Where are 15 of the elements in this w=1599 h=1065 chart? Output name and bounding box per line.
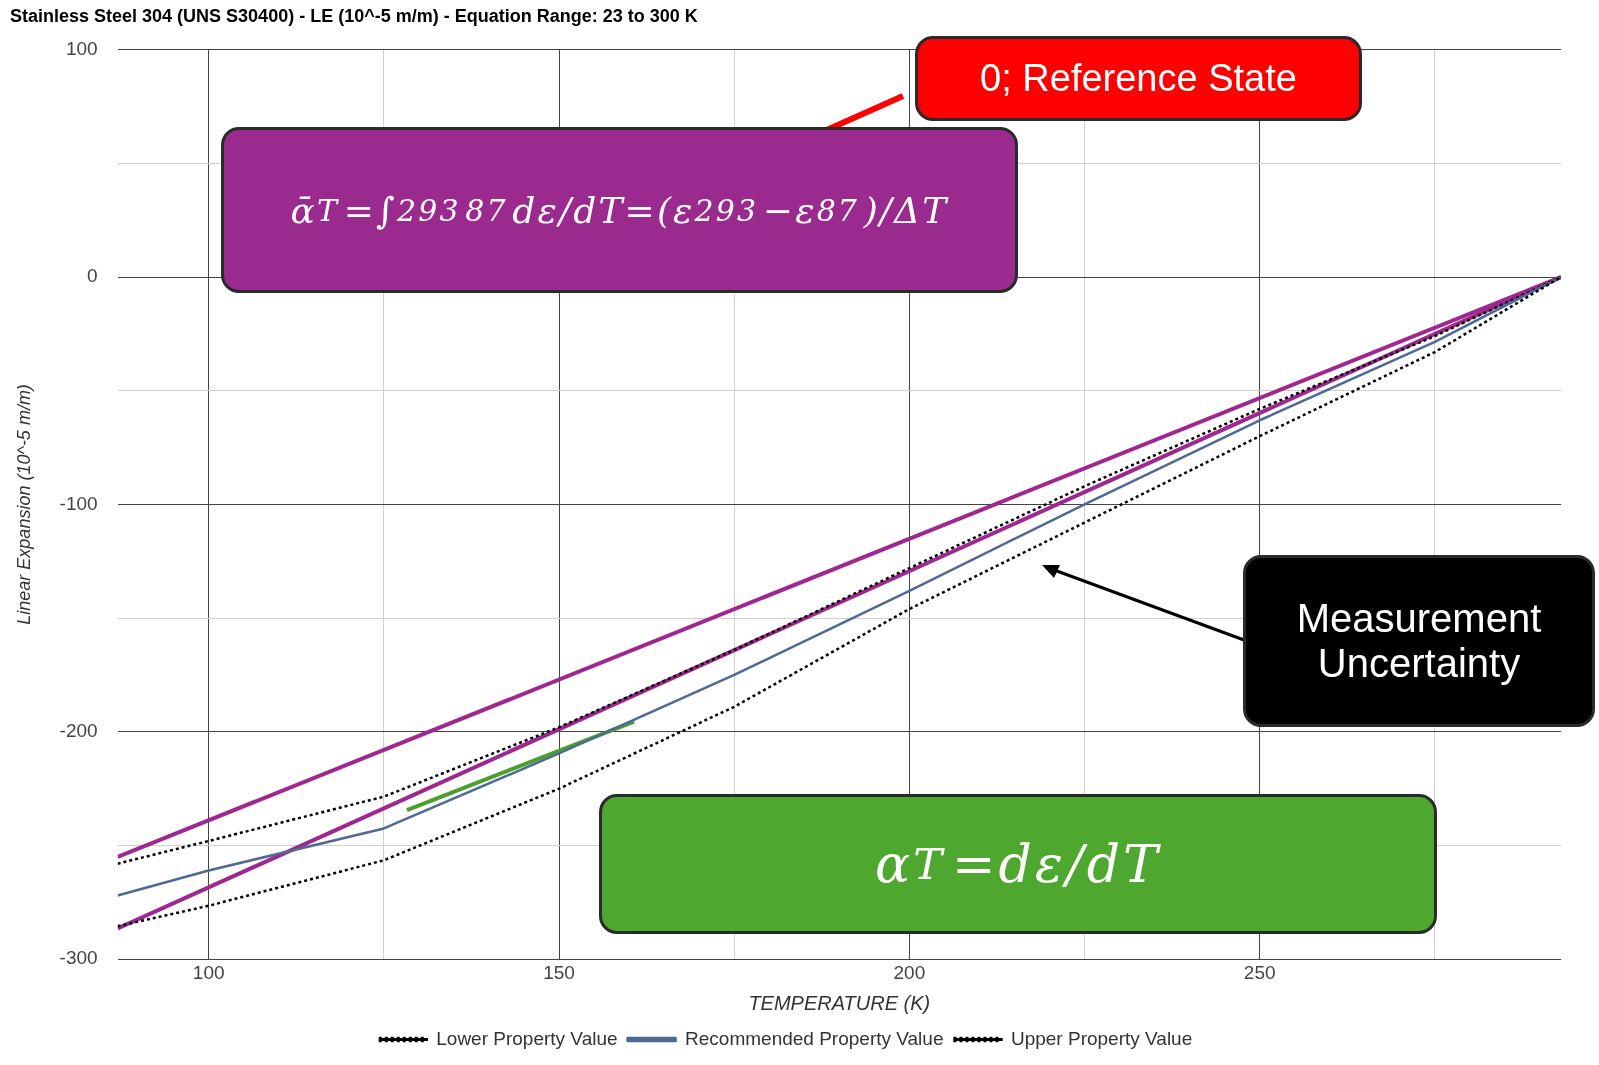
x-axis-title: TEMPERATURE (K) [748, 991, 931, 1014]
y-axis-title: Linear Expansion (10^-5 m/m) [13, 384, 34, 625]
y-tick-label: 100 [65, 37, 98, 59]
y-tick-label: -300 [59, 947, 98, 969]
y-tick-label: -200 [59, 720, 98, 742]
legend-label: Lower Property Value [436, 1027, 618, 1049]
legend-label: Recommended Property Value [685, 1027, 944, 1049]
x-tick-label: 100 [192, 961, 225, 983]
chart-title: Stainless Steel 304 (UNS S30400) - LE (10^-5 m/m) - Equation Range: 23 to 300 K [10, 5, 698, 26]
x-tick-label: 200 [893, 961, 926, 983]
legend-label: Upper Property Value [1010, 1027, 1193, 1049]
y-tick-label: 0 [87, 265, 98, 287]
y-tick-label: -100 [59, 492, 98, 514]
x-tick-label: 250 [1243, 961, 1276, 983]
x-tick-label: 150 [543, 961, 575, 983]
